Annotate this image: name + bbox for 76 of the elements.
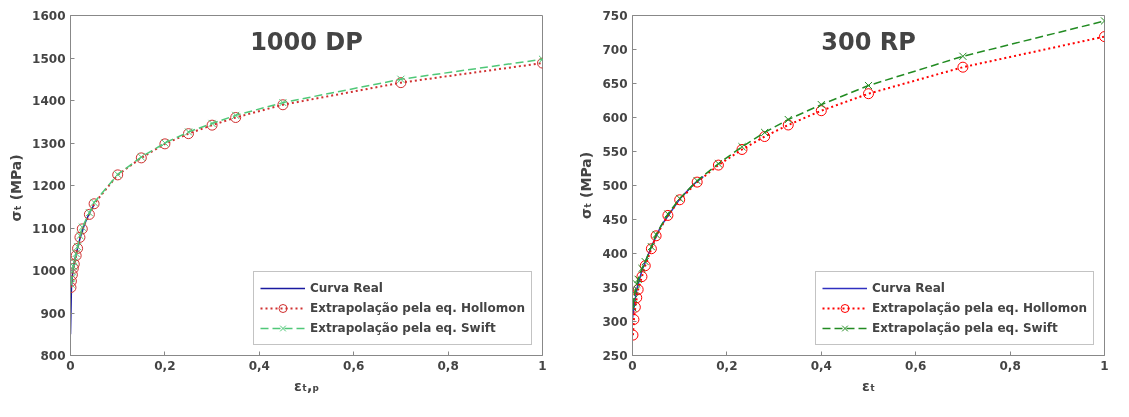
point bbox=[736, 143, 748, 155]
point bbox=[645, 243, 657, 255]
point bbox=[639, 260, 651, 272]
y-tick-label: 250 bbox=[602, 349, 628, 363]
legend-label: Extrapolação pela eq. Hollomon bbox=[872, 301, 1087, 315]
point bbox=[958, 52, 967, 61]
point bbox=[957, 61, 969, 73]
point bbox=[72, 249, 81, 258]
x-axis-title: εₜ bbox=[861, 377, 876, 394]
point bbox=[632, 286, 640, 295]
y-tick-label: 800 bbox=[40, 349, 66, 363]
point bbox=[396, 75, 405, 84]
legend-label: Curva Real bbox=[310, 281, 383, 295]
y-tick-label: 1400 bbox=[32, 94, 66, 108]
point bbox=[278, 98, 287, 107]
y-tick-label: 1000 bbox=[32, 264, 66, 278]
point bbox=[647, 242, 656, 251]
point bbox=[641, 257, 650, 266]
text: 1000 DP bbox=[250, 27, 363, 56]
point bbox=[634, 275, 643, 284]
y-axis-title: σₜ (MPa) bbox=[578, 151, 595, 220]
legend-label: Extrapolação pela eq. Hollomon bbox=[310, 301, 525, 315]
y-tick-label: 1200 bbox=[32, 179, 66, 193]
point bbox=[632, 280, 641, 289]
point bbox=[632, 284, 644, 296]
y-tick-label: 500 bbox=[602, 179, 628, 193]
y-tick-label: 350 bbox=[602, 281, 628, 295]
point bbox=[277, 99, 289, 111]
y-tick-label: 400 bbox=[602, 247, 628, 261]
point bbox=[70, 250, 82, 262]
x-tick-label: 0,8 bbox=[437, 358, 459, 373]
x-tick-label: 1 bbox=[1100, 358, 1109, 373]
x-axis-title: εₜ,ₚ bbox=[293, 377, 320, 394]
point bbox=[817, 100, 826, 109]
legend-label: Extrapolação pela eq. Swift bbox=[310, 321, 496, 335]
y-tick-label: 450 bbox=[602, 213, 628, 227]
point bbox=[815, 105, 827, 117]
x-tick-label: 1 bbox=[538, 358, 547, 373]
text: 300 RP bbox=[821, 27, 916, 56]
y-tick-label: 1500 bbox=[32, 51, 66, 66]
point bbox=[637, 264, 646, 273]
y-tick-label: 650 bbox=[602, 77, 628, 91]
point bbox=[636, 271, 648, 283]
point bbox=[70, 267, 77, 276]
x-tick-label: 0,6 bbox=[343, 358, 365, 373]
point bbox=[395, 77, 407, 89]
y-tick-label: 1100 bbox=[32, 221, 66, 236]
x-tick-label: 0 bbox=[66, 358, 75, 373]
x-tick-label: 0,4 bbox=[248, 358, 270, 373]
point bbox=[737, 142, 747, 151]
y-tick-label: 1600 bbox=[32, 9, 66, 23]
y-tick-label: 700 bbox=[602, 43, 628, 57]
point bbox=[759, 131, 771, 143]
x-tick-label: 0,2 bbox=[716, 358, 738, 373]
x-tick-label: 0,2 bbox=[154, 358, 176, 373]
legend-label: Curva Real bbox=[872, 281, 945, 295]
y-tick-label: 750 bbox=[602, 9, 628, 23]
point bbox=[183, 128, 194, 140]
point bbox=[784, 115, 793, 124]
point bbox=[782, 119, 794, 131]
point bbox=[864, 81, 873, 90]
x-tick-label: 0 bbox=[628, 358, 637, 373]
point bbox=[184, 127, 193, 136]
y-tick-label: 300 bbox=[602, 315, 628, 329]
y-tick-label: 600 bbox=[602, 111, 628, 125]
legend-label: Extrapolação pela eq. Swift bbox=[872, 321, 1058, 335]
y-axis-title: σₜ (MPa) bbox=[8, 154, 25, 222]
point bbox=[632, 292, 643, 304]
x-tick-label: 0,6 bbox=[905, 358, 927, 373]
y-tick-label: 550 bbox=[602, 145, 628, 159]
x-tick-label: 0,4 bbox=[810, 358, 832, 373]
point bbox=[863, 88, 874, 100]
point bbox=[760, 128, 769, 137]
y-tick-label: 1300 bbox=[32, 136, 66, 151]
x-tick-label: 0,8 bbox=[999, 358, 1021, 373]
y-tick-label: 900 bbox=[40, 306, 66, 321]
